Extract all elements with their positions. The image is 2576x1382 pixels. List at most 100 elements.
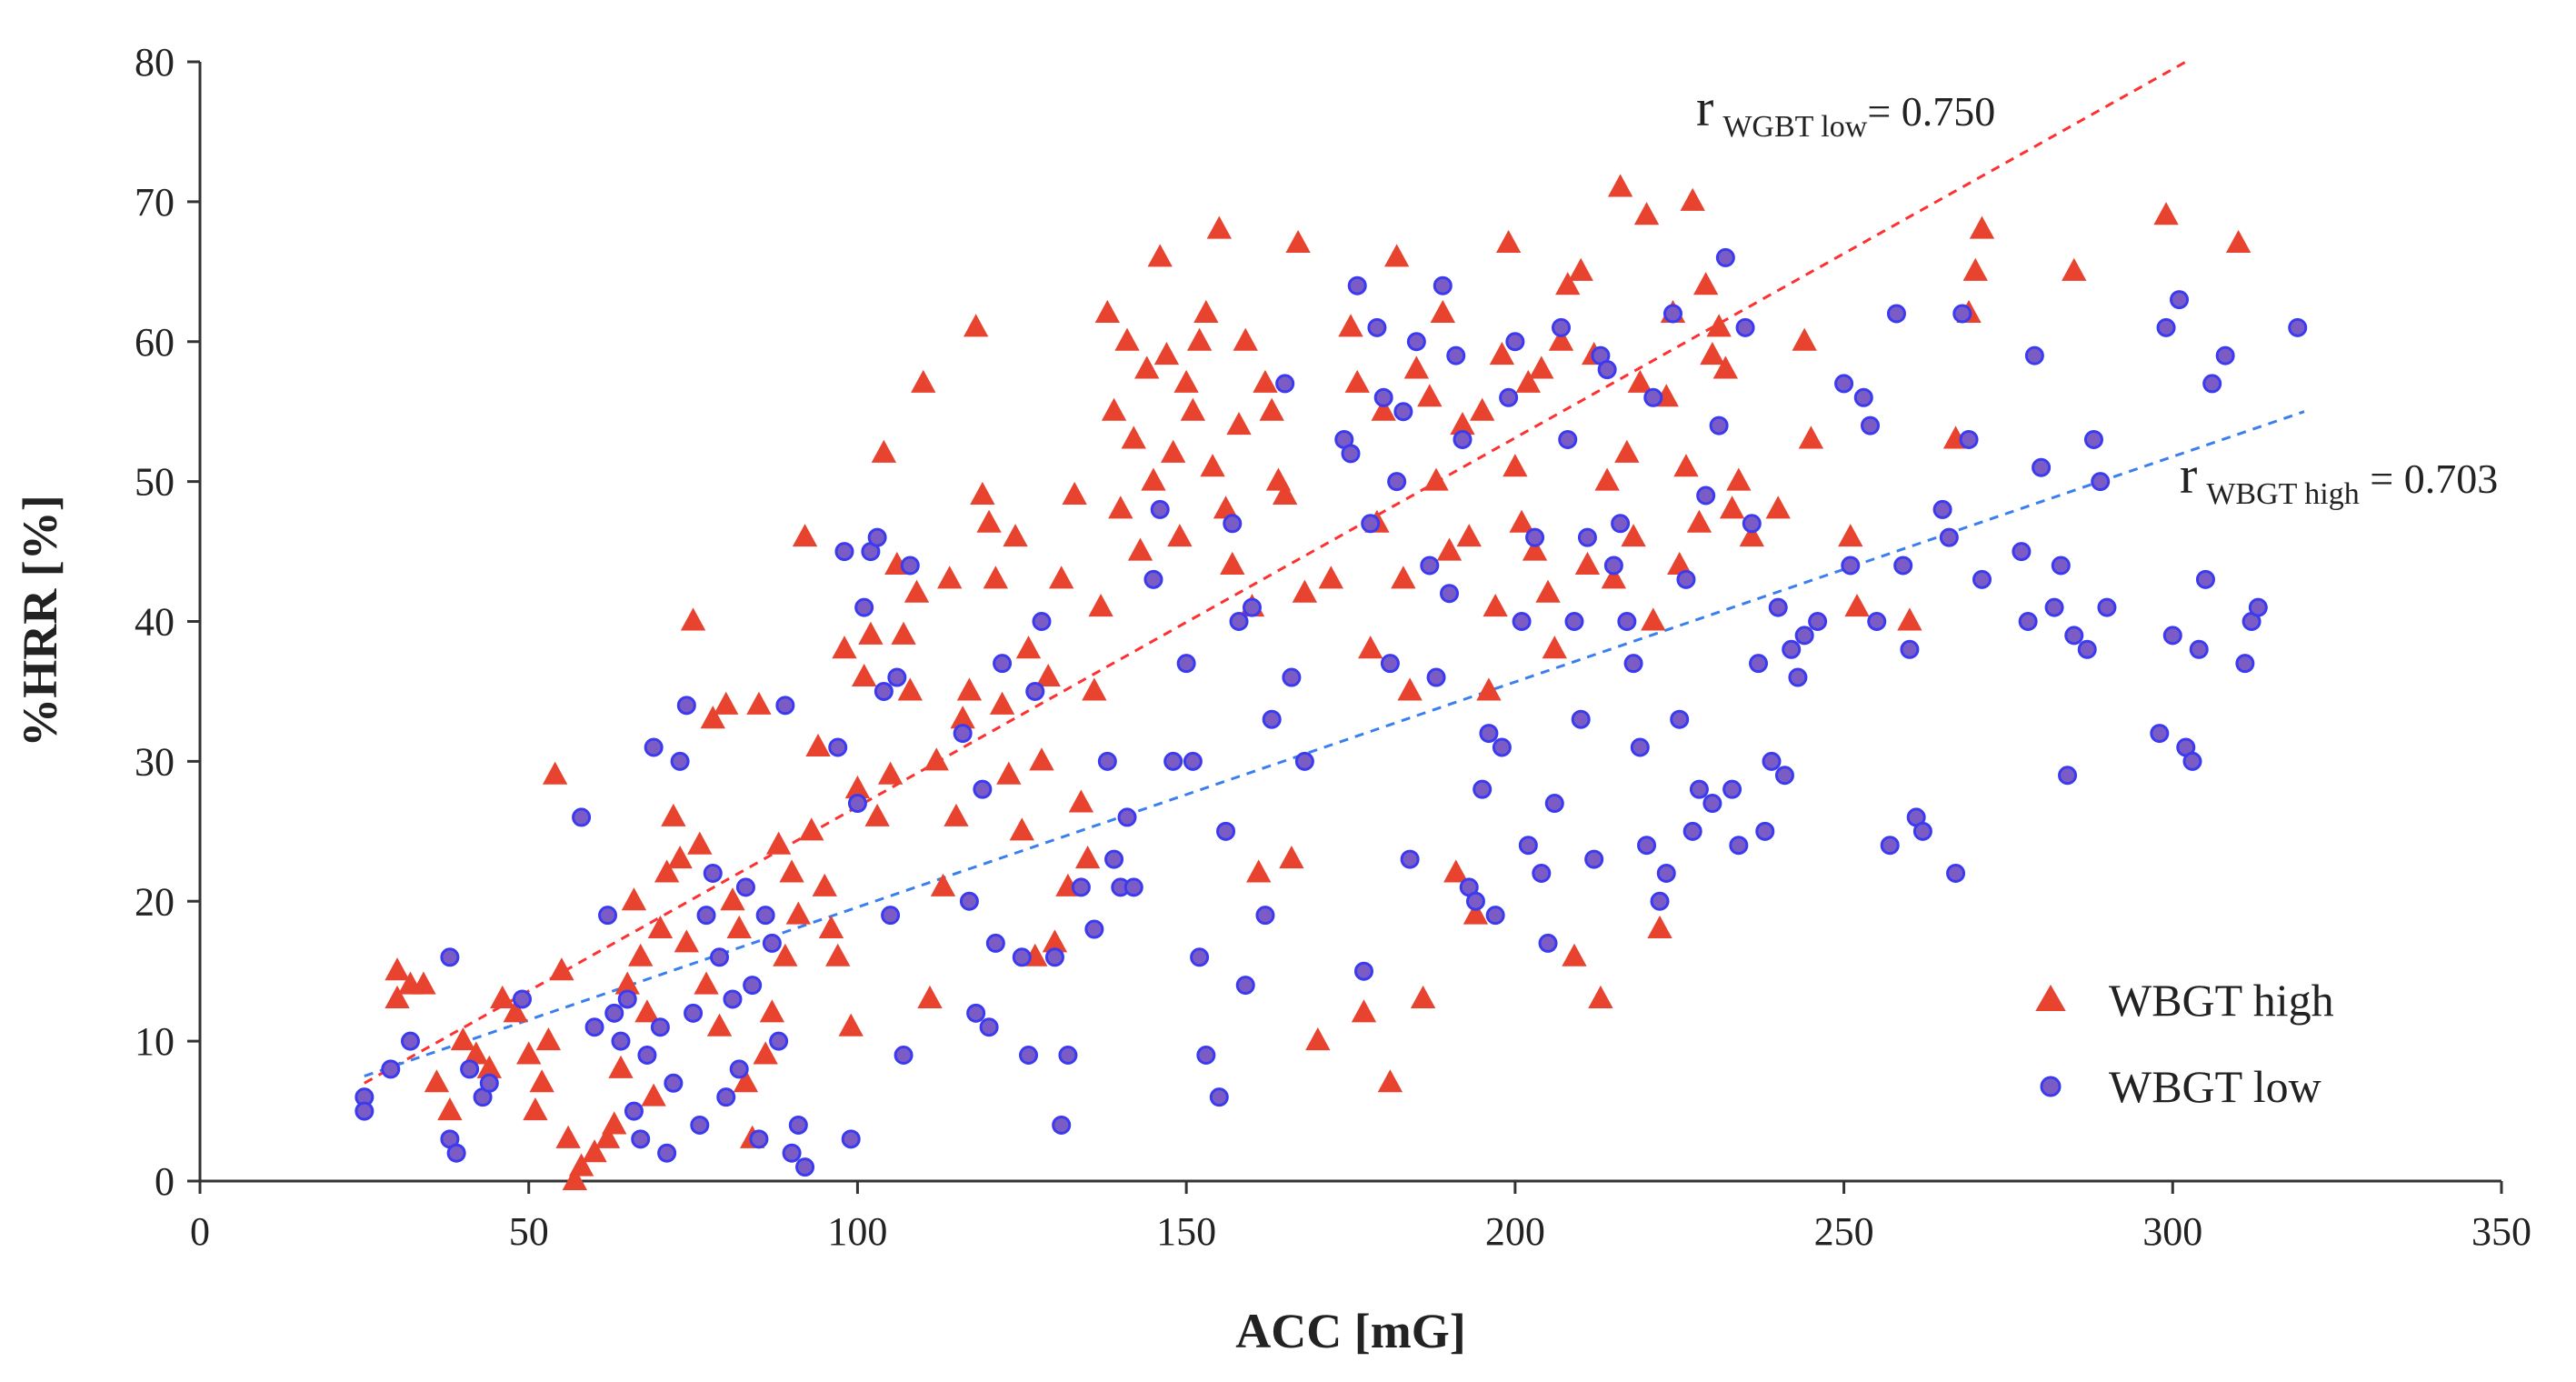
point-circle <box>2162 626 2182 646</box>
point-triangle <box>714 691 739 715</box>
point-triangle <box>602 1111 627 1135</box>
point-circle <box>1867 612 1887 631</box>
point-triangle <box>424 1069 450 1093</box>
point-triangle <box>1206 215 1232 239</box>
annotation-r-low-prefix: r <box>1696 78 1713 137</box>
point-triangle <box>1318 566 1343 589</box>
point-circle <box>735 877 755 897</box>
y-tick-label: 60 <box>135 320 175 365</box>
point-circle <box>684 1003 704 1023</box>
point-triangle <box>1121 426 1146 449</box>
point-circle <box>1071 877 1091 897</box>
point-triangle <box>1430 299 1455 323</box>
point-triangle <box>1108 496 1133 519</box>
point-circle <box>2235 654 2255 674</box>
point-circle <box>1025 681 1045 701</box>
x-tick-label: 0 <box>190 1209 210 1254</box>
point-triangle <box>1673 454 1699 477</box>
point-circle <box>2150 724 2170 744</box>
point-triangle <box>1489 342 1515 366</box>
point-triangle <box>1358 636 1383 659</box>
point-triangle <box>930 873 956 896</box>
point-triangle <box>1417 384 1443 407</box>
y-axis-title: %HRR [%] <box>13 495 67 746</box>
point-circle <box>1294 751 1314 771</box>
point-triangle <box>1351 999 1377 1023</box>
point-circle <box>1662 304 1682 324</box>
point-triangle <box>694 971 719 995</box>
point-circle <box>1420 556 1440 576</box>
point-triangle <box>411 971 436 995</box>
point-triangle <box>621 887 647 911</box>
point-circle <box>993 654 1013 674</box>
point-circle <box>2064 626 2084 646</box>
point-triangle <box>1633 202 1660 225</box>
point-circle <box>1861 416 1881 436</box>
point-triangle <box>641 1083 666 1107</box>
point-triangle <box>1601 566 1627 589</box>
point-circle <box>881 906 901 926</box>
point-triangle <box>1548 327 1574 351</box>
x-tick-label: 200 <box>1485 1209 1545 1254</box>
point-circle <box>769 1031 789 1051</box>
point-circle <box>690 1115 710 1135</box>
point-circle <box>1577 527 1597 547</box>
point-triangle <box>1088 594 1113 617</box>
point-circle <box>828 737 848 757</box>
y-tick-label: 20 <box>135 879 175 924</box>
point-circle <box>1117 807 1137 827</box>
point-triangle <box>1082 677 1107 701</box>
point-triangle <box>562 1167 588 1190</box>
point-triangle <box>1844 594 1870 617</box>
point-circle <box>1367 317 1387 337</box>
point-triangle <box>1397 677 1423 701</box>
point-triangle <box>523 1097 548 1121</box>
data-points <box>354 174 2308 1190</box>
point-circle <box>381 1059 401 1079</box>
point-circle <box>959 891 979 911</box>
point-triangle <box>779 859 804 883</box>
point-circle <box>795 1157 815 1177</box>
x-tick-label: 150 <box>1156 1209 1216 1254</box>
point-circle <box>1749 654 1769 674</box>
point-circle <box>2024 346 2044 366</box>
point-circle <box>611 1031 631 1051</box>
point-triangle <box>897 677 923 701</box>
point-circle <box>1216 821 1236 841</box>
point-circle <box>1183 751 1203 771</box>
legend-marker-circle <box>2040 1076 2062 1097</box>
point-circle <box>2215 346 2235 366</box>
point-circle <box>440 947 460 967</box>
point-triangle <box>956 677 983 701</box>
point-circle <box>1715 247 1735 267</box>
point-circle <box>1084 919 1104 939</box>
point-circle <box>788 1115 808 1135</box>
x-tick-label: 350 <box>2471 1209 2531 1254</box>
point-circle <box>874 681 894 701</box>
point-circle <box>446 1143 466 1163</box>
point-circle <box>1959 429 1979 449</box>
point-circle <box>854 597 874 617</box>
point-circle <box>1275 374 1295 394</box>
point-circle <box>1853 387 1873 407</box>
point-circle <box>1499 387 1519 407</box>
point-circle <box>1229 612 1249 631</box>
point-triangle <box>1627 369 1652 393</box>
point-triangle <box>733 1069 759 1093</box>
point-triangle <box>1686 509 1712 533</box>
y-tick-label: 70 <box>135 180 175 225</box>
point-circle <box>1774 766 1794 786</box>
point-circle <box>762 933 782 953</box>
point-triangle <box>891 621 916 645</box>
point-circle <box>1650 891 1670 911</box>
point-circle <box>1808 612 1828 631</box>
point-triangle <box>1509 509 1534 533</box>
point-triangle <box>647 915 674 939</box>
point-circle <box>1393 402 1413 422</box>
point-circle <box>1880 836 1900 856</box>
point-circle <box>2170 290 2190 310</box>
point-triangle <box>1180 397 1206 421</box>
point-circle <box>1794 626 1814 646</box>
point-triangle <box>1838 524 1863 547</box>
point-circle <box>1492 737 1512 757</box>
